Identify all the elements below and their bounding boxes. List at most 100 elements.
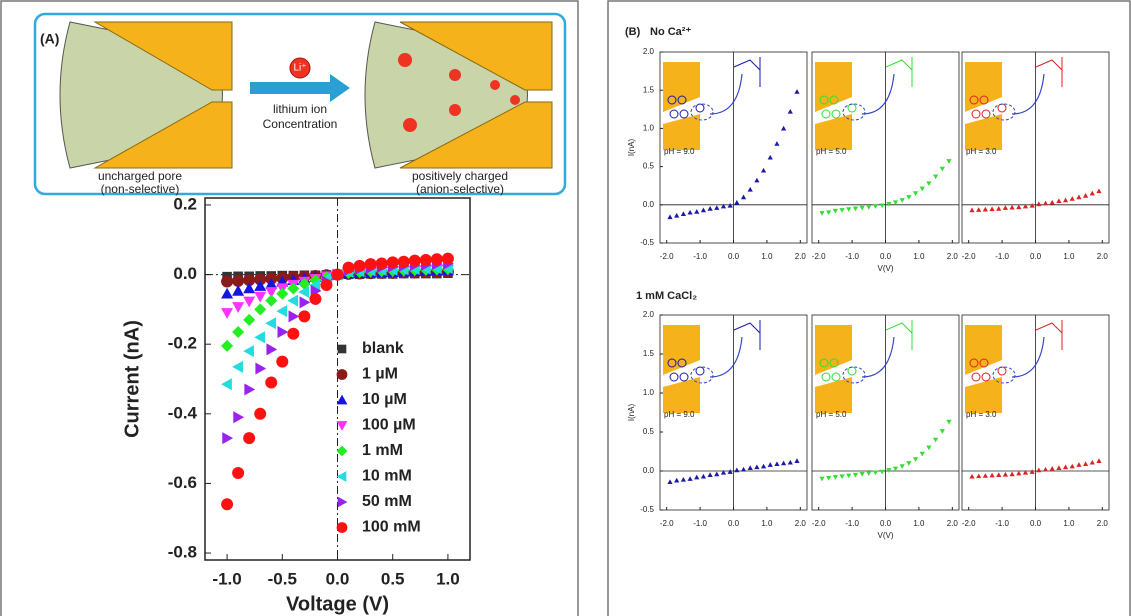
marker [254,331,266,344]
x-tick-label: -1.0 [693,519,707,528]
marker [754,464,760,470]
marker [1022,469,1029,475]
y-tick-label: 1.5 [643,349,655,358]
marker [839,208,845,213]
marker [221,275,234,288]
inset-highlight [842,366,866,384]
marker [309,292,322,305]
arrow-text: lithium ion [273,102,327,116]
marker [408,254,421,267]
marker [276,305,288,318]
marker [375,257,388,270]
annotation: pH = 9.0 [664,147,695,156]
y-tick-label: -0.2 [168,334,197,353]
x-axis-label: V(V) [878,531,894,540]
x-tick-label: 0.0 [880,252,892,261]
marker [1042,200,1049,206]
legend-label: blank [362,340,404,357]
marker [926,445,932,451]
marker [1069,196,1075,201]
marker [819,211,825,216]
x-tick-label: -2.0 [660,519,674,528]
y-tick-label: 0.5 [643,427,655,436]
marker [1036,467,1042,473]
inset-group [847,366,857,376]
marker [794,458,800,463]
marker [232,302,245,313]
inset-group [829,95,839,105]
marker [233,411,245,424]
inset-arrow [861,336,895,378]
pore-left [59,21,233,169]
x-axis-label: V(V) [878,264,894,273]
x-tick-label: -2.0 [812,252,826,261]
x-tick-label: -2.0 [812,519,826,528]
marker [767,154,773,160]
annotation: pH = 5.0 [816,147,847,156]
marker [1056,465,1062,470]
inset-group [997,366,1007,376]
marker [221,498,234,511]
marker [774,141,780,146]
legend-label: 10 mM [362,468,412,485]
marker [1016,204,1022,210]
caption: uncharged pore [98,169,182,183]
marker [254,291,267,303]
inset-wall [815,325,852,375]
inset-highlight [992,103,1016,121]
inset-group [821,372,831,382]
marker [826,475,832,481]
marker [872,470,879,476]
x-tick-label: 2.0 [795,519,807,528]
inset-group [971,109,981,119]
y-tick-label: 0.5 [643,162,655,171]
marker [879,203,885,209]
marker [787,459,793,465]
marker [787,108,793,114]
marker [939,166,945,172]
inset-group [831,109,841,119]
inset-wall [815,377,852,413]
x-tick-label: 2.0 [947,519,959,528]
marker [222,432,234,445]
y-axis-label: Current (nA) [121,320,143,438]
marker [288,310,300,323]
marker [298,310,311,323]
inset-group [667,95,677,105]
caption: positively charged [412,169,508,183]
inset-group [677,95,687,105]
marker [852,472,859,478]
inset-wall [965,114,1002,150]
marker [1016,470,1022,476]
marker [760,463,767,469]
inset-group [969,95,979,105]
legend-marker [337,496,348,508]
x-tick-label: 0.0 [1030,252,1042,261]
marker [1029,469,1035,474]
marker [982,206,988,212]
marker [996,472,1002,477]
marker [232,466,245,479]
inset-group [819,358,829,368]
x-tick-label: 1.0 [761,519,773,528]
row-title: 1 mM CaCl₂ [636,290,697,302]
marker [1083,461,1089,467]
x-tick-label: 0.0 [880,519,892,528]
marker [1022,203,1029,209]
inset-group [831,372,841,382]
marker [1002,205,1009,210]
marker [243,296,256,308]
marker [1096,188,1102,194]
inset-wall [663,114,700,150]
caption: (non-selective) [101,182,180,196]
marker [680,476,686,482]
marker [221,287,234,299]
marker [946,419,952,425]
inset-group [667,358,677,368]
marker [892,466,899,472]
marker [714,471,720,477]
x-tick-label: 1.0 [761,252,773,261]
panel-label: (B) [625,26,641,38]
marker [674,212,680,218]
marker [852,206,859,212]
